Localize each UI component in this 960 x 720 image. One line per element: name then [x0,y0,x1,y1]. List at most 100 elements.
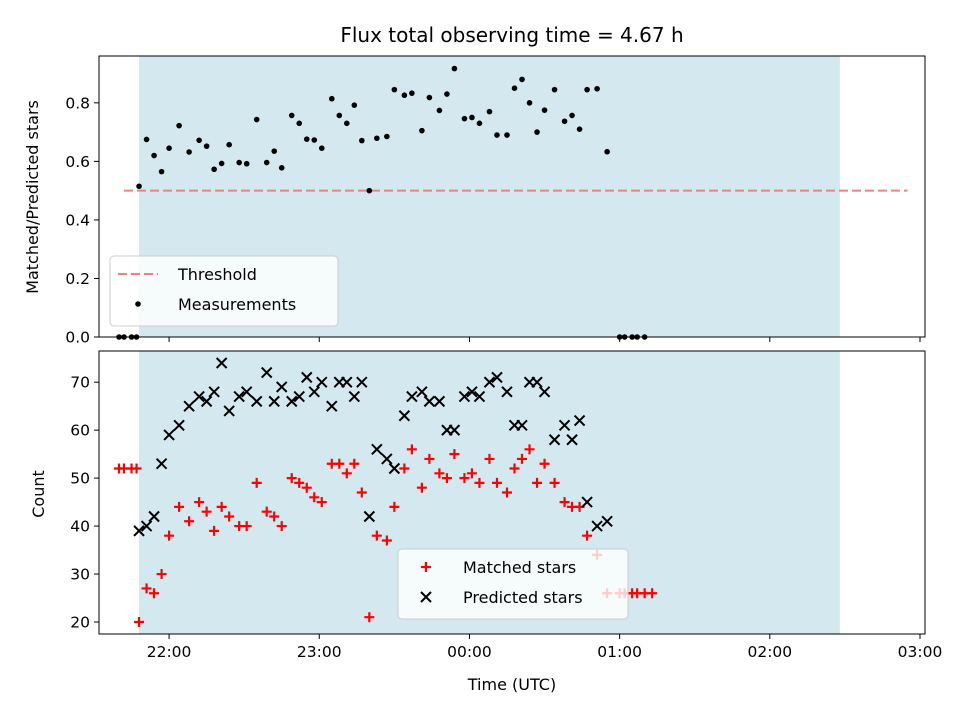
matched-stars-point [539,458,550,469]
measurements-point [218,160,225,167]
predicted-stars-point [531,376,543,388]
measurements-point [359,137,365,144]
matched-stars-point [559,497,570,508]
predicted-stars-point [260,366,273,379]
matched-stars-point [201,506,212,517]
matched-stars-point [184,516,195,527]
matched-stars-point [156,569,167,580]
bottom-y-axis-label: Count [29,470,48,518]
predicted-stars-point [163,429,175,441]
measurements-point [401,92,408,99]
predicted-stars-point [363,510,376,523]
predicted-stars-point [548,434,561,446]
x-tick-label: 22:00 [147,643,192,661]
matched-stars-point [582,530,593,541]
predicted-stars-point [591,520,603,532]
bottom-legend-box [397,548,629,620]
top-y-tick-label: 0.8 [65,94,90,112]
measurements-point [469,114,475,121]
predicted-stars-point [356,376,368,388]
predicted-stars-point [223,405,235,417]
measurements-point [318,145,325,152]
measurements-point [136,183,142,190]
predicted-stars-point [301,371,313,384]
matched-stars-point [449,449,460,460]
matched-stars-point [194,497,205,508]
matched-stars-point [334,458,345,469]
top-y-tick-label: 0.0 [65,329,90,347]
matched-stars-point [251,477,262,488]
predicted-stars-point [341,376,353,388]
predicted-stars-point [558,419,571,432]
predicted-stars-point [268,395,280,408]
predicted-stars-point [183,400,195,412]
measurements-point [594,85,600,92]
bottom-y-tick-label: 70 [70,374,90,392]
matched-stars-point [524,444,535,455]
measurements-point [584,86,590,93]
measurements-point [569,112,575,119]
matched-stars-point [364,612,375,623]
predicted-stars-point [416,386,428,398]
predicted-stars-point [316,376,328,388]
matched-stars-point [399,463,410,474]
bottom-legend: Matched stars Predicted stars [397,548,629,620]
plot-area: 0.0 0.2 0.4 0.6 0.8 Threshold Measurements 22:0… [65,55,942,661]
matched-stars-point [141,583,152,594]
predicted-stars-point [573,414,586,427]
measurements-point [451,65,458,72]
matched-stars-point [424,453,435,464]
matched-stars-point [294,477,305,488]
predicted-stars-point [473,390,486,403]
measurements-point [551,86,558,93]
predicted-stars-point [193,390,205,403]
predicted-stars-point [388,462,401,475]
top-y-tick-label: 0.2 [65,270,90,288]
matched-stars-point [341,468,352,479]
measurements-point [409,90,415,96]
matched-stars-point [517,453,528,464]
predicted-stars-point [148,510,160,523]
legend-predicted-swatch [420,591,432,603]
matched-stars-point [532,477,543,488]
x-tick-label: 23:00 [297,643,342,661]
matched-stars-point [491,477,502,488]
matched-stars-point [474,477,485,488]
measurements-point [351,102,358,108]
predicted-stars-point [348,390,361,403]
legend-label: Threshold [177,265,257,284]
top-y-axis-label: Matched/Predicted stars [23,100,42,294]
measurements-point [419,127,425,134]
measurements-point [253,116,260,123]
measurements-point [504,132,510,138]
measurements-point [436,107,443,114]
measurements-point [426,94,433,101]
predicted-stars-point [458,390,471,403]
predicted-stars-point [140,520,153,532]
matched-stars-point [549,477,560,488]
predicted-stars-point [215,357,228,369]
predicted-stars-point [200,395,213,408]
measurements-point [143,136,150,143]
predicted-stars-point [516,419,528,432]
measurements-point [519,76,525,83]
matched-stars-point [416,482,427,493]
predicted-stars-point [398,410,411,422]
matched-stars-point [434,468,445,479]
bottom-y-tick-label: 30 [70,566,90,584]
matched-stars-point [389,501,400,512]
legend-label: Measurements [178,295,296,314]
measurements-point [576,126,583,132]
legend-measurements-swatch [135,301,141,307]
predicted-stars-point [566,434,578,446]
matched-stars-point [174,501,185,512]
measurements-point [511,85,518,91]
top-y-tick-label: 0.4 [65,211,90,229]
measurements-point [271,148,278,154]
measurements-point [296,120,303,127]
matched-stars-point [164,530,175,541]
measurements-point [561,118,568,125]
x-tick-label: 00:00 [447,643,492,661]
measurements-point [336,112,343,119]
